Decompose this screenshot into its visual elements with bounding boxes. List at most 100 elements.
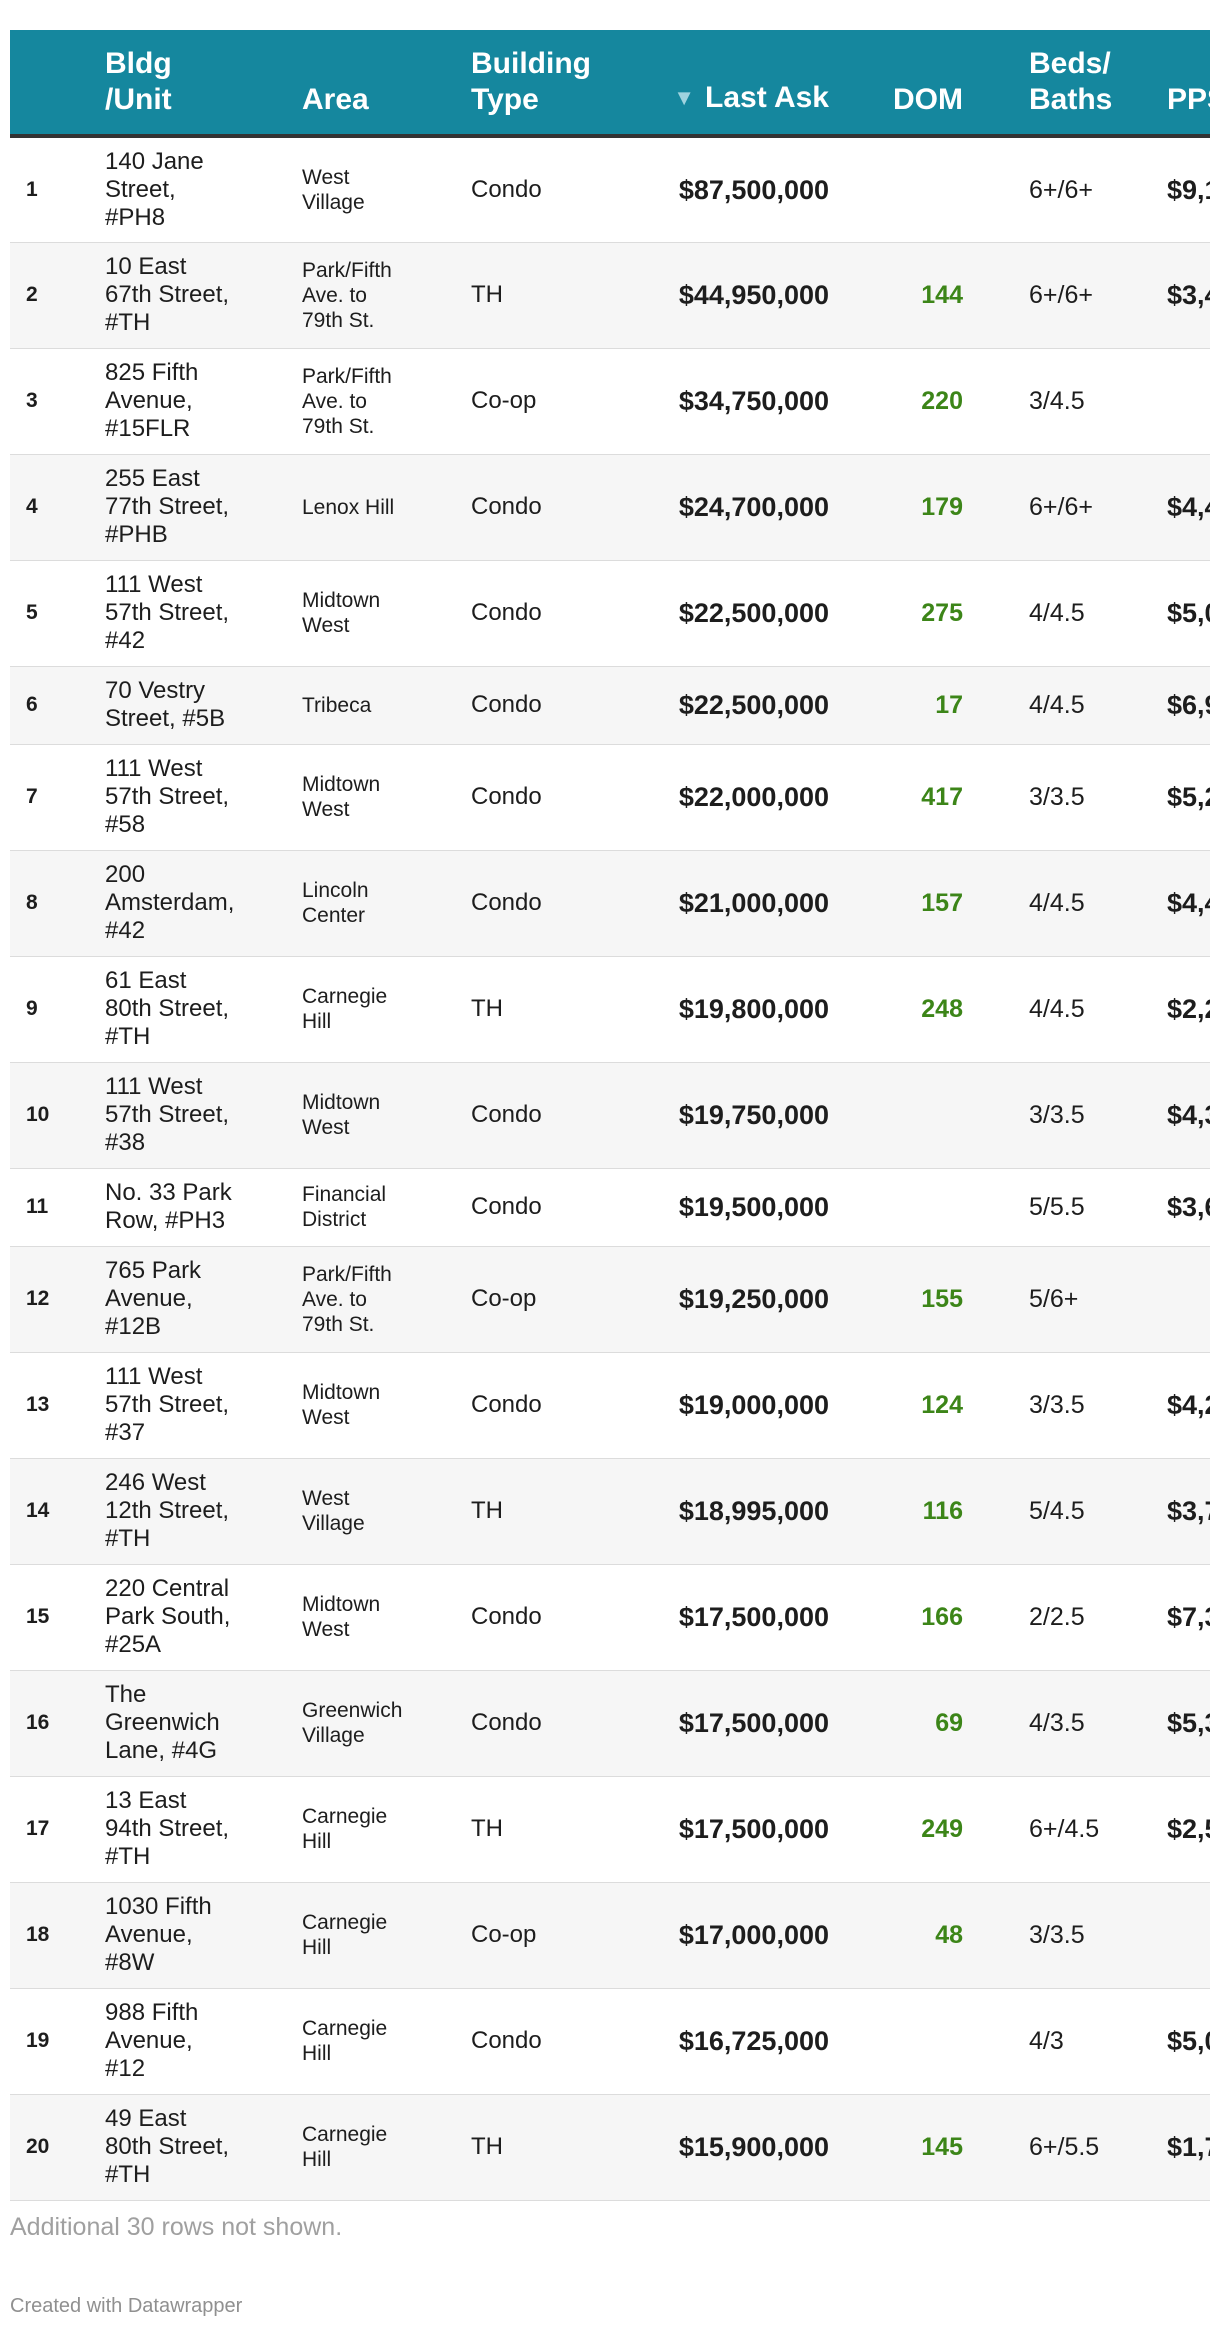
table-row: 7 111 West 57th Street, #58 Midtown West Condo… [10,744,1210,851]
cell-area-line: West [302,1406,350,1429]
cell-bldg-unit-line: #TH [105,1843,151,1870]
table-row: 11 No. 33 Park Row, #PH3 Financial District C… [10,1168,1210,1247]
cell-ppsf [1123,1246,1210,1353]
cell-area: Lenox Hill [302,454,471,561]
cell-dom: 144 [829,242,963,349]
table-row: 5 111 West 57th Street, #42 Midtown West Condo… [10,560,1210,667]
cell-area-line: Carnegie [302,1911,388,1934]
cell-bldg-unit-line: 111 West [105,571,203,598]
cell-beds-baths: 6+/5.5 [963,2094,1123,2201]
cell-beds-baths: 4/4.5 [963,560,1123,667]
cell-ppsf: $2,2 [1123,956,1210,1063]
cell-bldg-unit-line: #58 [105,811,146,838]
cell-bldg-unit: 111 West 57th Street, #58 [105,744,302,851]
cell-building-type: Condo [471,136,591,243]
cell-building-type: Condo [471,744,591,851]
header-last-ask[interactable]: ▼ Last Ask [591,30,829,138]
cell-beds-baths: 3/4.5 [963,348,1123,455]
cell-area-line: Carnegie [302,1805,388,1828]
cell-ppsf: $4,4 [1123,850,1210,957]
cell-area-line: Village [302,190,365,214]
cell-area: Financial District [302,1168,471,1247]
table-row: 8 200 Amsterdam, #42 Lincoln Center Condo $21,0… [10,850,1210,957]
row-index: 17 [10,1776,105,1883]
row-index: 20 [10,2094,105,2201]
cell-bldg-unit: 10 East 67th Street, #TH [105,242,302,349]
footer-note: Additional 30 rows not shown. [10,2213,343,2241]
cell-area-line: Carnegie [302,2123,388,2146]
table-row: 6 70 Vestry Street, #5B Tribeca Condo $22,500… [10,666,1210,745]
cell-bldg-unit: 255 East 77th Street, #PHB [105,454,302,561]
cell-area: Park/Fifth Ave. to 79th St. [302,348,471,455]
cell-ppsf: $4,2 [1123,1352,1210,1459]
cell-ppsf [1123,348,1210,455]
cell-area: Carnegie Hill [302,1776,471,1883]
cell-last-ask: $19,500,000 [591,1168,829,1247]
cell-bldg-unit: 49 East 80th Street, #TH [105,2094,302,2201]
cell-ppsf: $6,9 [1123,666,1210,745]
cell-bldg-unit: 70 Vestry Street, #5B [105,666,302,745]
cell-dom: 17 [829,666,963,745]
table-body: 1 140 Jane Street, #PH8 West Village Condo $87,… [10,136,1210,2201]
cell-building-type: TH [471,242,591,349]
cell-last-ask: $17,000,000 [591,1882,829,1989]
cell-area-line: Ave. to [302,389,367,413]
cell-area-line: Hill [302,1830,332,1853]
cell-area-line: Lincoln [302,879,369,902]
cell-last-ask: $16,725,000 [591,1988,829,2095]
cell-building-type: Condo [471,1670,591,1777]
header-ppsf[interactable]: PPSF [1123,30,1210,138]
cell-area: Park/Fifth Ave. to 79th St. [302,242,471,349]
cell-bldg-unit-line: 57th Street, [105,1101,230,1128]
cell-beds-baths: 2/2.5 [963,1564,1123,1671]
cell-bldg-unit-line: 13 East [105,1787,187,1814]
header-dom[interactable]: DOM [829,30,963,138]
header-bldg-unit[interactable]: Bldg/Unit [105,30,302,138]
cell-beds-baths: 3/3.5 [963,1882,1123,1989]
cell-area-line: Hill [302,2042,332,2065]
header-area[interactable]: Area [302,30,471,138]
cell-bldg-unit-line: 80th Street, [105,2133,230,2160]
cell-area-line: Tribeca [302,693,372,717]
cell-dom: 124 [829,1352,963,1459]
footer-credit[interactable]: Created with Datawrapper [10,2295,243,2317]
cell-last-ask: $19,750,000 [591,1062,829,1169]
cell-area-line: Village [302,1512,365,1535]
cell-building-type: TH [471,2094,591,2201]
cell-building-type: TH [471,1776,591,1883]
cell-bldg-unit-line: 825 Fifth [105,359,199,386]
table-row: 20 49 East 80th Street, #TH Carnegie Hill TH $1… [10,2094,1210,2201]
cell-bldg-unit: No. 33 Park Row, #PH3 [105,1168,302,1247]
cell-bldg-unit-line: #TH [105,1023,151,1050]
cell-bldg-unit-line: #TH [105,1525,151,1552]
cell-beds-baths: 3/3.5 [963,744,1123,851]
cell-ppsf: $5,0 [1123,560,1210,667]
header-building-type[interactable]: Building Type [471,30,591,138]
cell-area-line: Financial [302,1183,387,1206]
cell-area-line: Park/Fifth [302,1262,392,1286]
cell-last-ask: $15,900,000 [591,2094,829,2201]
cell-ppsf: $7,3 [1123,1564,1210,1671]
cell-bldg-unit-line: 70 Vestry [105,677,206,704]
table-row: 16 The Greenwich Lane, #4G Greenwich Village C… [10,1670,1210,1777]
row-index: 15 [10,1564,105,1671]
row-index: 1 [10,136,105,243]
header-beds-baths[interactable]: Beds/Baths [963,30,1123,138]
cell-building-type: Condo [471,666,591,745]
cell-last-ask: $19,000,000 [591,1352,829,1459]
cell-bldg-unit-line: 57th Street, [105,599,230,626]
cell-area-line: District [302,1208,367,1231]
cell-bldg-unit-line: Avenue, [105,387,193,414]
cell-last-ask: $22,000,000 [591,744,829,851]
cell-area-line: Carnegie [302,985,388,1008]
cell-area-line: Center [302,904,366,927]
cell-last-ask: $44,950,000 [591,242,829,349]
cell-dom: 220 [829,348,963,455]
cell-bldg-unit-line: 12th Street, [105,1497,230,1524]
cell-last-ask: $17,500,000 [591,1670,829,1777]
cell-bldg-unit-line: #37 [105,1419,146,1446]
cell-bldg-unit: 200 Amsterdam, #42 [105,850,302,957]
cell-beds-baths: 4/4.5 [963,956,1123,1063]
cell-bldg-unit-line: 111 West [105,755,203,782]
cell-dom: 155 [829,1246,963,1353]
